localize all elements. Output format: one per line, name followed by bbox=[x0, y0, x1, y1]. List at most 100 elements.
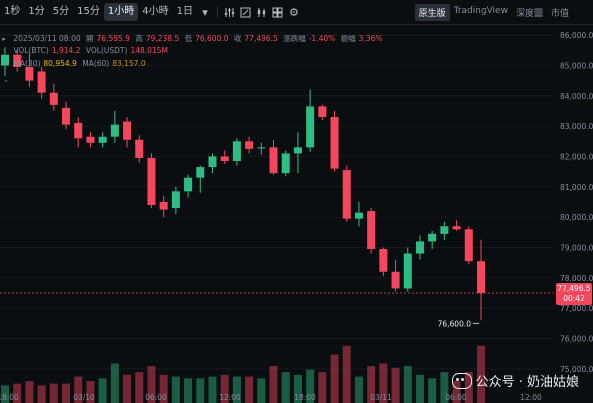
indicator-settings-icon[interactable] bbox=[222, 3, 238, 21]
interval-15m[interactable]: 15分 bbox=[77, 6, 100, 17]
last-price-value: 77,496.5 bbox=[557, 284, 591, 293]
last-price-tag: 77,496.5 00:42 bbox=[556, 283, 592, 305]
volume-bar bbox=[49, 383, 58, 403]
volume-bar bbox=[123, 374, 132, 403]
candle-body bbox=[391, 271, 400, 289]
visibility-toggle-icon[interactable]: ◦ bbox=[1, 60, 7, 68]
interval-1s[interactable]: 1秒 bbox=[4, 6, 21, 17]
interval-1d[interactable]: 1日 bbox=[176, 6, 193, 17]
amplitude-label: 振幅 bbox=[340, 34, 356, 43]
candlestick-chart[interactable]: 86,000.0 85,000.0 84,000.0 83,000.0 82,000.0… bbox=[0, 25, 593, 403]
price-tick-label: 86,000.0 bbox=[560, 31, 593, 40]
settings-gear-icon[interactable]: ⚙ bbox=[289, 5, 299, 19]
volume-bar bbox=[98, 378, 107, 403]
tab-tradingview[interactable]: TradingView bbox=[453, 6, 508, 16]
volume-bar bbox=[269, 366, 278, 403]
volume-bar bbox=[25, 381, 34, 403]
volume-bar bbox=[318, 372, 327, 403]
candle-body bbox=[147, 157, 156, 205]
volume-bar bbox=[477, 345, 485, 403]
price-tick-label: 84,000.0 bbox=[560, 92, 593, 101]
volume-bar bbox=[159, 374, 168, 403]
visibility-toggle-icon[interactable]: ◦ bbox=[1, 47, 7, 55]
price-tick-label: 83,000.0 bbox=[560, 122, 593, 131]
interval-dropdown-icon[interactable]: ▾ bbox=[202, 5, 208, 19]
volume-bar bbox=[367, 366, 376, 403]
volume-bar bbox=[232, 376, 241, 403]
chart-type-icon[interactable] bbox=[254, 3, 270, 21]
close-value: 77,496.5 bbox=[244, 34, 278, 43]
candle-body bbox=[440, 226, 449, 234]
watermark-text: 公众号 · 奶油姑娘 bbox=[475, 375, 579, 390]
candle-body bbox=[477, 261, 485, 293]
chevron-up-icon[interactable]: ⌃ bbox=[3, 79, 9, 87]
change-label: 漲跌幅 bbox=[283, 34, 306, 43]
candle-body bbox=[379, 249, 388, 272]
candle-body bbox=[415, 241, 424, 254]
open-value: 76,595.9 bbox=[96, 34, 130, 43]
candle-body bbox=[123, 121, 132, 140]
ohlc-info-row: ▸ 2025/03/11 08:00 開 76,595.9 高 79,238.5 低… bbox=[0, 33, 385, 44]
candle-body bbox=[245, 141, 254, 149]
collapse-icon[interactable]: ▸ bbox=[2, 35, 6, 43]
price-tick-label: 78,000.0 bbox=[560, 274, 593, 283]
candle-body bbox=[232, 141, 241, 161]
candle-body bbox=[98, 136, 107, 143]
volume-bar bbox=[62, 383, 71, 403]
volume-bar bbox=[37, 385, 46, 403]
candle-body bbox=[62, 107, 71, 125]
price-tick-label: 82,000.0 bbox=[560, 152, 593, 161]
candle-body bbox=[269, 147, 278, 174]
amplitude-value: 3.36% bbox=[358, 34, 383, 43]
candle-body bbox=[428, 233, 437, 242]
candle-body bbox=[159, 201, 168, 210]
candle-body bbox=[354, 212, 363, 219]
volume-bar bbox=[257, 378, 266, 403]
candle-body bbox=[293, 147, 302, 154]
interval-4h[interactable]: 4小時 bbox=[142, 6, 169, 17]
candle-body bbox=[306, 106, 315, 148]
volume-bar bbox=[293, 374, 302, 403]
volume-bar bbox=[428, 378, 437, 403]
watermark: 公众号 · 奶油姑娘 bbox=[451, 371, 579, 390]
time-tick-label: 18:00 bbox=[0, 393, 19, 402]
time-tick-label: 06:00 bbox=[145, 393, 167, 402]
volume-bar bbox=[379, 363, 388, 403]
candle-body bbox=[184, 177, 193, 192]
candle-body bbox=[74, 123, 83, 139]
candle-body bbox=[171, 191, 180, 209]
volume-bar bbox=[135, 372, 144, 403]
volume-bar bbox=[403, 366, 412, 403]
tab-native[interactable]: 原生版 bbox=[414, 4, 450, 21]
tab-market-cap[interactable]: 市值 bbox=[550, 9, 569, 19]
volume-bar bbox=[415, 374, 424, 403]
ma60-label: MA(60) bbox=[82, 59, 110, 68]
vol-usdt-value: 148.015M bbox=[130, 46, 168, 55]
chart-grid bbox=[0, 34, 553, 370]
volume-bar bbox=[220, 374, 229, 403]
countdown-value: 00:42 bbox=[563, 294, 585, 303]
layout-grid-icon[interactable] bbox=[270, 3, 286, 21]
ma30-label: MA(30) bbox=[13, 59, 41, 68]
price-tick-label: 76,000.0 bbox=[560, 335, 593, 344]
time-tick-label: 12:00 bbox=[219, 393, 241, 402]
interval-1h[interactable]: 1小時 bbox=[103, 3, 139, 21]
candle-body bbox=[330, 117, 339, 169]
candle-body bbox=[1, 54, 9, 66]
volume-bar bbox=[13, 383, 22, 403]
volume-bar bbox=[306, 369, 315, 403]
price-tick-label: 79,000.0 bbox=[560, 243, 593, 252]
volume-bar bbox=[281, 372, 290, 403]
candle-body bbox=[37, 71, 46, 93]
toolbar-divider bbox=[216, 6, 218, 18]
volume-bar bbox=[1, 385, 9, 403]
interval-5m[interactable]: 5分 bbox=[52, 6, 70, 17]
candle-body bbox=[403, 253, 412, 289]
tab-depth-chart[interactable]: 深度圖 bbox=[515, 9, 543, 19]
volume-bar bbox=[245, 376, 254, 403]
volume-bar bbox=[342, 345, 351, 403]
interval-1m[interactable]: 1分 bbox=[28, 6, 45, 17]
volume-bar bbox=[86, 381, 95, 403]
drawing-tools-icon[interactable] bbox=[238, 3, 254, 21]
volume-info-row: ◦ VOL(BTC) 1,914.2 VOL(USDT) 148.015M bbox=[0, 46, 171, 55]
